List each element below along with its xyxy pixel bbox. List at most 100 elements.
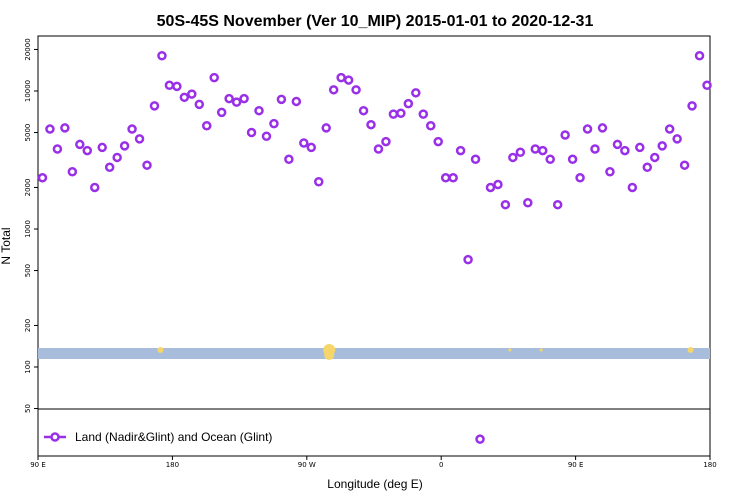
y-tick-label: 10000 [24,80,32,102]
data-point [67,166,78,177]
data-point [515,147,526,157]
land-band [38,348,710,359]
data-point [493,179,503,190]
data-point [411,88,421,98]
plot-frame [37,35,711,457]
data-point [418,109,429,119]
data-point [149,101,160,111]
data-point [216,107,227,118]
legend: Land (Nadir&Glint) and Ocean (Glint) [44,430,272,444]
data-point [523,197,533,208]
x-tick-label: 90 E [568,461,584,469]
data-point [246,127,257,138]
yellow-marker [157,347,164,353]
x-tick-label: 90 E [30,461,46,469]
data-point [37,173,48,183]
data-point [642,162,653,173]
data-point [291,96,302,107]
data-point [537,145,548,156]
legend-marker-icon [50,432,60,442]
data-point [209,72,219,83]
chart-title: 50S-45S November (Ver 10_MIP) 2015-01-01… [157,13,594,30]
data-point [373,144,384,154]
data-point [455,145,466,156]
yellow-marker [324,350,335,360]
data-point [313,176,324,187]
y-tick-label: 2000 [24,179,32,197]
data-point [299,138,309,148]
y-tick-label: 200 [24,319,32,332]
data-point [366,119,376,130]
data-point [179,92,190,103]
data-point [381,136,391,147]
y-tick-label: 50 [24,404,32,413]
data-point [172,81,182,92]
data-point [672,134,682,144]
data-point [157,51,167,61]
data-point [649,152,660,163]
data-point [351,85,361,95]
data-point [582,124,593,134]
data-point [358,105,369,116]
data-point [142,160,152,170]
yellow-markers [157,344,694,360]
data-point [575,173,585,183]
data-point [635,142,645,153]
data-point [388,109,399,119]
data-point [306,142,317,153]
data-point [560,130,570,140]
data-point [567,154,578,165]
data-point [119,141,130,151]
data-point [530,144,541,154]
data-point [284,154,294,165]
data-point [269,118,279,129]
legend-label: Land (Nadir&Glint) and Ocean (Glint) [75,430,272,444]
yellow-marker [687,347,694,353]
data-point [463,254,473,265]
data-point [657,141,667,151]
data-point [508,152,518,163]
data-point [448,173,458,183]
data-point [52,144,63,154]
data-point [687,101,697,111]
data-point [605,166,615,177]
yellow-marker [539,348,543,352]
data-points [37,51,712,444]
data-point [590,144,600,154]
data-point [403,98,414,109]
data-point [224,93,234,104]
x-axis-label: Longitude (deg E) [327,477,422,491]
x-tick-label: 90 W [298,461,316,469]
data-point [425,121,436,131]
data-point-outlier [475,434,485,444]
data-point [254,105,264,116]
y-tick-label: 100 [24,360,32,373]
data-point [321,123,331,133]
y-tick-label: 1000 [24,220,32,238]
data-point [134,134,145,144]
data-point [239,93,249,104]
data-point [112,152,122,163]
data-point [694,51,705,61]
y-tick-label: 500 [24,264,32,277]
data-point [597,123,608,133]
data-point [433,136,443,147]
data-point [336,72,346,83]
data-point [343,75,354,85]
data-point [82,145,93,156]
data-point [276,94,287,105]
y-tick-label: 20000 [24,38,32,60]
data-point [97,142,107,153]
data-point [440,173,451,183]
data-point [89,182,100,193]
data-point [194,99,205,110]
data-point [612,139,623,150]
data-point [164,80,175,91]
data-point [104,162,115,173]
x-tick-label: 180 [703,461,716,469]
data-point [45,124,55,134]
data-point [552,199,563,210]
data-point [620,145,630,156]
data-point [328,85,339,95]
